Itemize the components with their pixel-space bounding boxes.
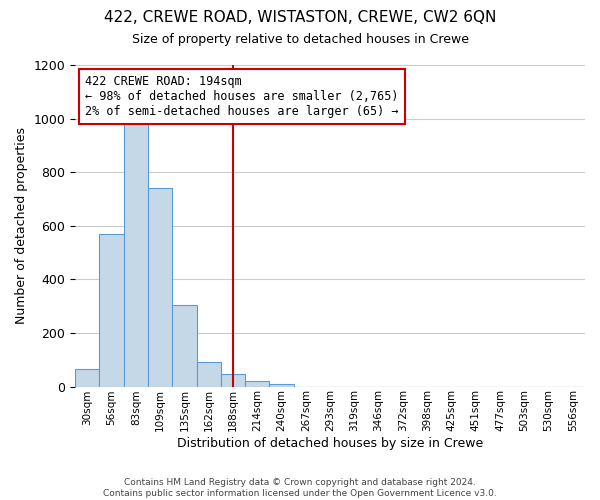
- Bar: [221, 374, 245, 386]
- Bar: [197, 362, 221, 386]
- Text: 422, CREWE ROAD, WISTASTON, CREWE, CW2 6QN: 422, CREWE ROAD, WISTASTON, CREWE, CW2 6…: [104, 10, 496, 25]
- Y-axis label: Number of detached properties: Number of detached properties: [15, 128, 28, 324]
- Bar: [124, 118, 148, 386]
- Bar: [75, 369, 100, 386]
- Bar: [269, 384, 293, 386]
- Bar: [245, 381, 269, 386]
- Text: Size of property relative to detached houses in Crewe: Size of property relative to detached ho…: [131, 32, 469, 46]
- Text: 422 CREWE ROAD: 194sqm
← 98% of detached houses are smaller (2,765)
2% of semi-d: 422 CREWE ROAD: 194sqm ← 98% of detached…: [85, 74, 399, 118]
- Bar: [100, 234, 124, 386]
- Text: Contains HM Land Registry data © Crown copyright and database right 2024.
Contai: Contains HM Land Registry data © Crown c…: [103, 478, 497, 498]
- Bar: [148, 188, 172, 386]
- Bar: [172, 305, 197, 386]
- X-axis label: Distribution of detached houses by size in Crewe: Distribution of detached houses by size …: [177, 437, 483, 450]
